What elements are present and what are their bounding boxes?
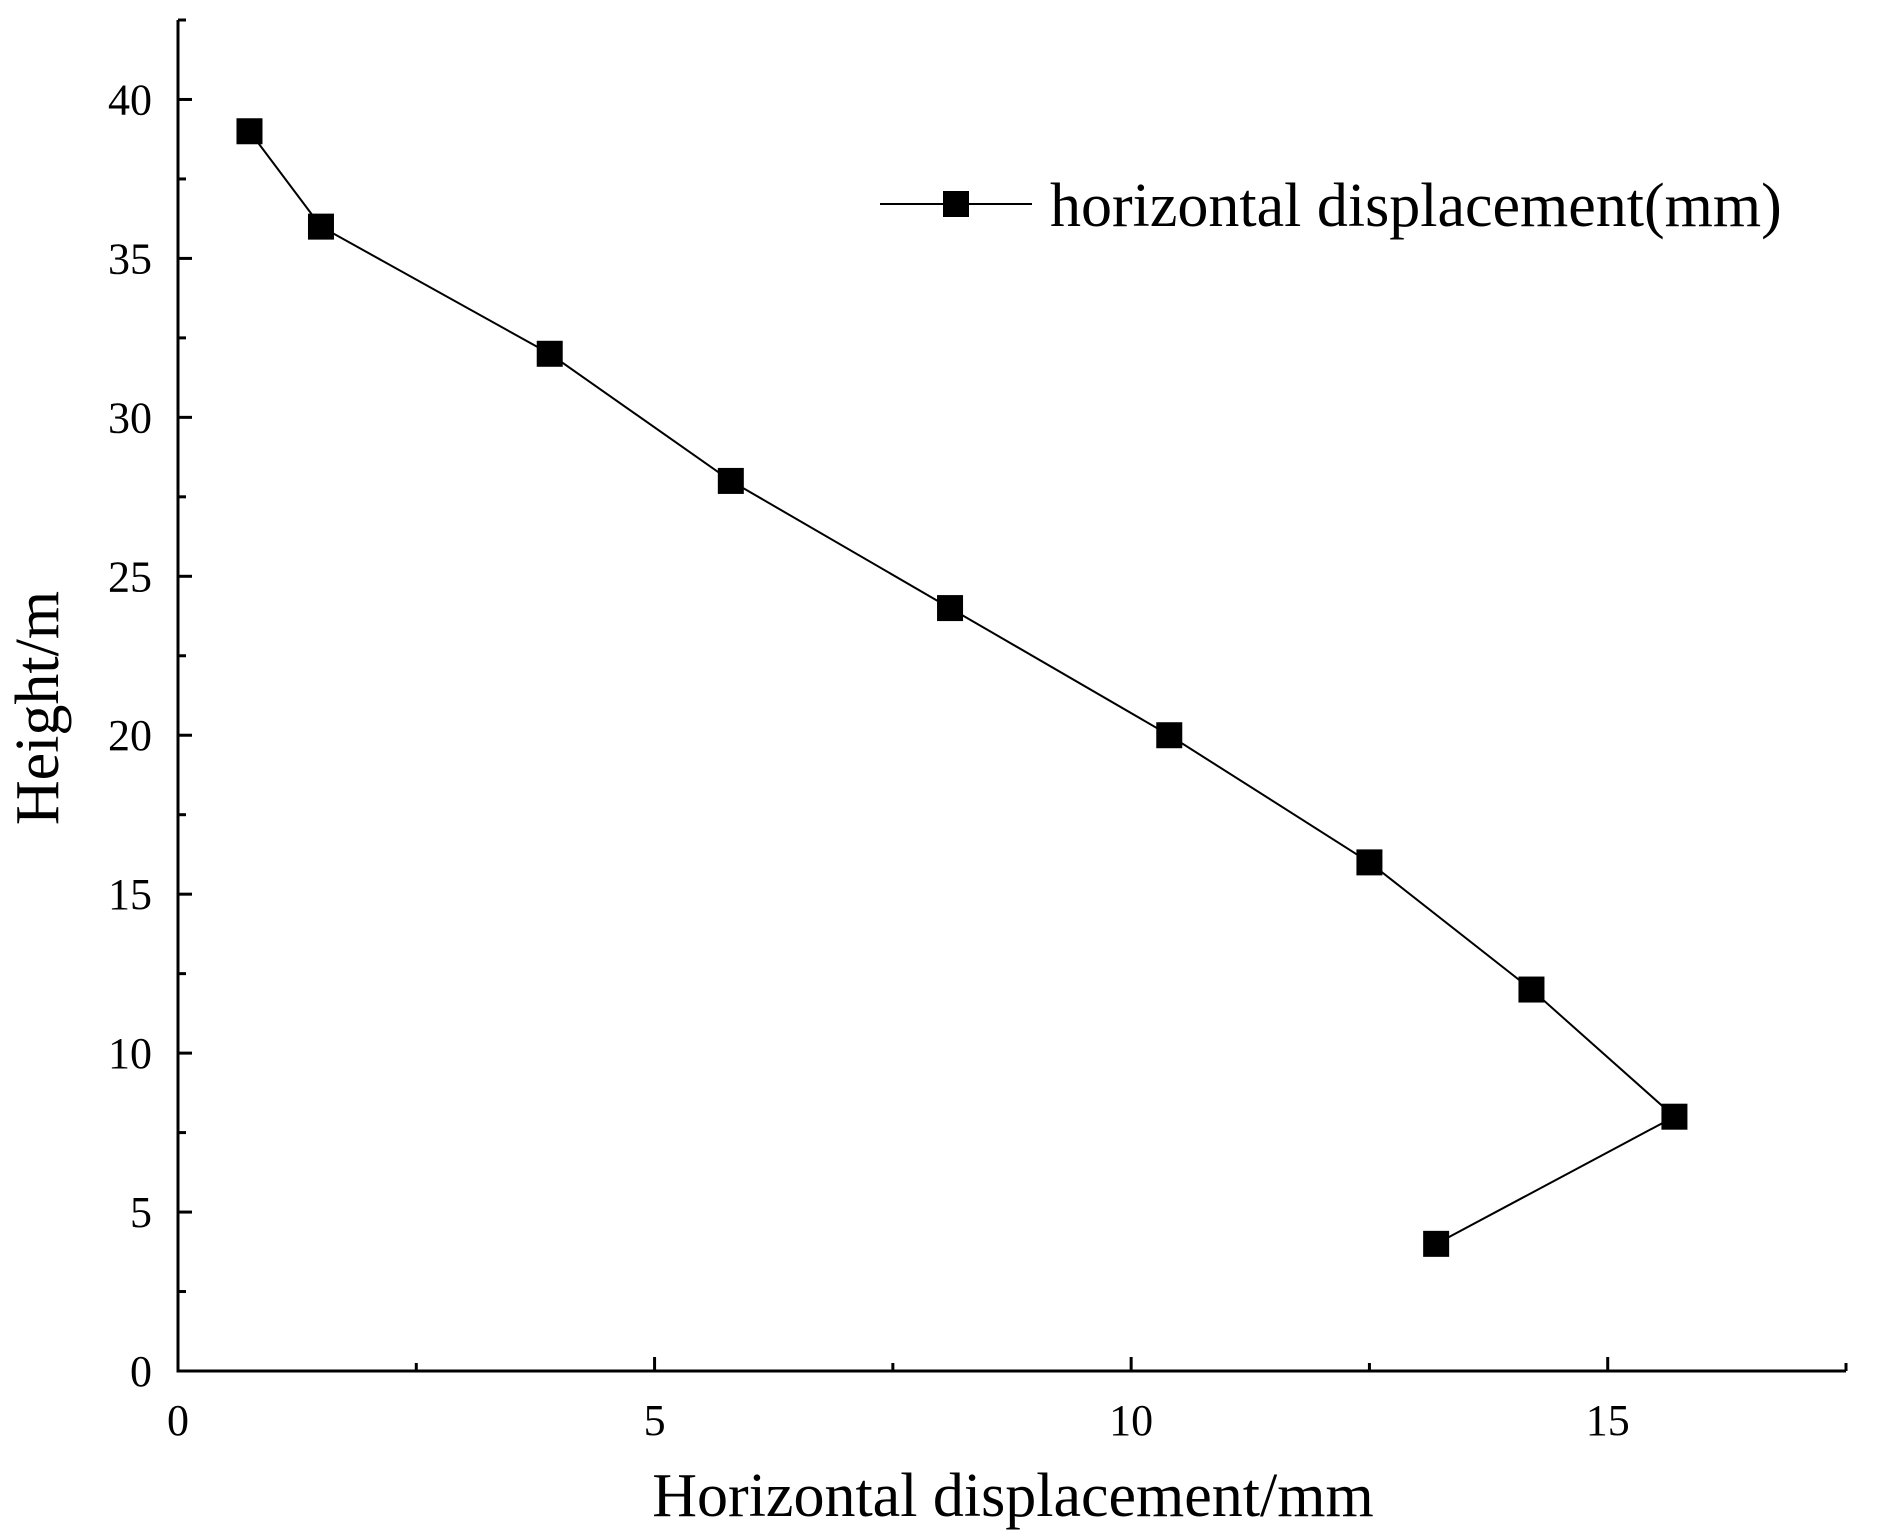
- y-tick-label: 0: [130, 1347, 152, 1396]
- x-tick-label: 5: [644, 1396, 666, 1445]
- series-group: [236, 118, 1688, 1257]
- legend-label: horizontal displacement(mm): [1050, 172, 1782, 240]
- data-point-marker: [937, 595, 964, 622]
- y-tick-label: 30: [108, 393, 152, 442]
- data-point-marker: [717, 467, 744, 494]
- data-point-marker: [1356, 849, 1383, 876]
- y-tick-label: 25: [108, 552, 152, 601]
- y-tick-label: 20: [108, 711, 152, 760]
- data-point-marker: [1518, 976, 1545, 1003]
- data-point-marker: [1156, 722, 1183, 749]
- y-axis-ticks: 0 5 10 15 20 25 30 35 40: [108, 18, 192, 1396]
- series-line: [248, 130, 1677, 1245]
- y-axis-label: Height/m: [4, 591, 72, 825]
- x-axis-label: Horizontal displacement/mm: [652, 1462, 1373, 1530]
- data-point-marker: [307, 213, 334, 240]
- x-tick-label: 10: [1109, 1396, 1153, 1445]
- x-axis-ticks: 0 5 10 15: [167, 1357, 1848, 1445]
- y-tick-label: 35: [108, 234, 152, 283]
- data-point-marker: [1661, 1103, 1688, 1130]
- data-point-marker: [536, 340, 563, 367]
- data-point-marker: [1423, 1230, 1450, 1257]
- y-tick-label: 15: [108, 870, 152, 919]
- x-tick-label: 0: [167, 1396, 189, 1445]
- y-tick-label: 10: [108, 1029, 152, 1078]
- axes: [176, 20, 1846, 1373]
- data-point-marker: [236, 118, 263, 145]
- y-tick-label: 40: [108, 75, 152, 124]
- legend: horizontal displacement(mm): [880, 172, 1782, 240]
- legend-marker: [943, 191, 969, 217]
- y-tick-label: 5: [130, 1188, 152, 1237]
- x-tick-label: 15: [1586, 1396, 1630, 1445]
